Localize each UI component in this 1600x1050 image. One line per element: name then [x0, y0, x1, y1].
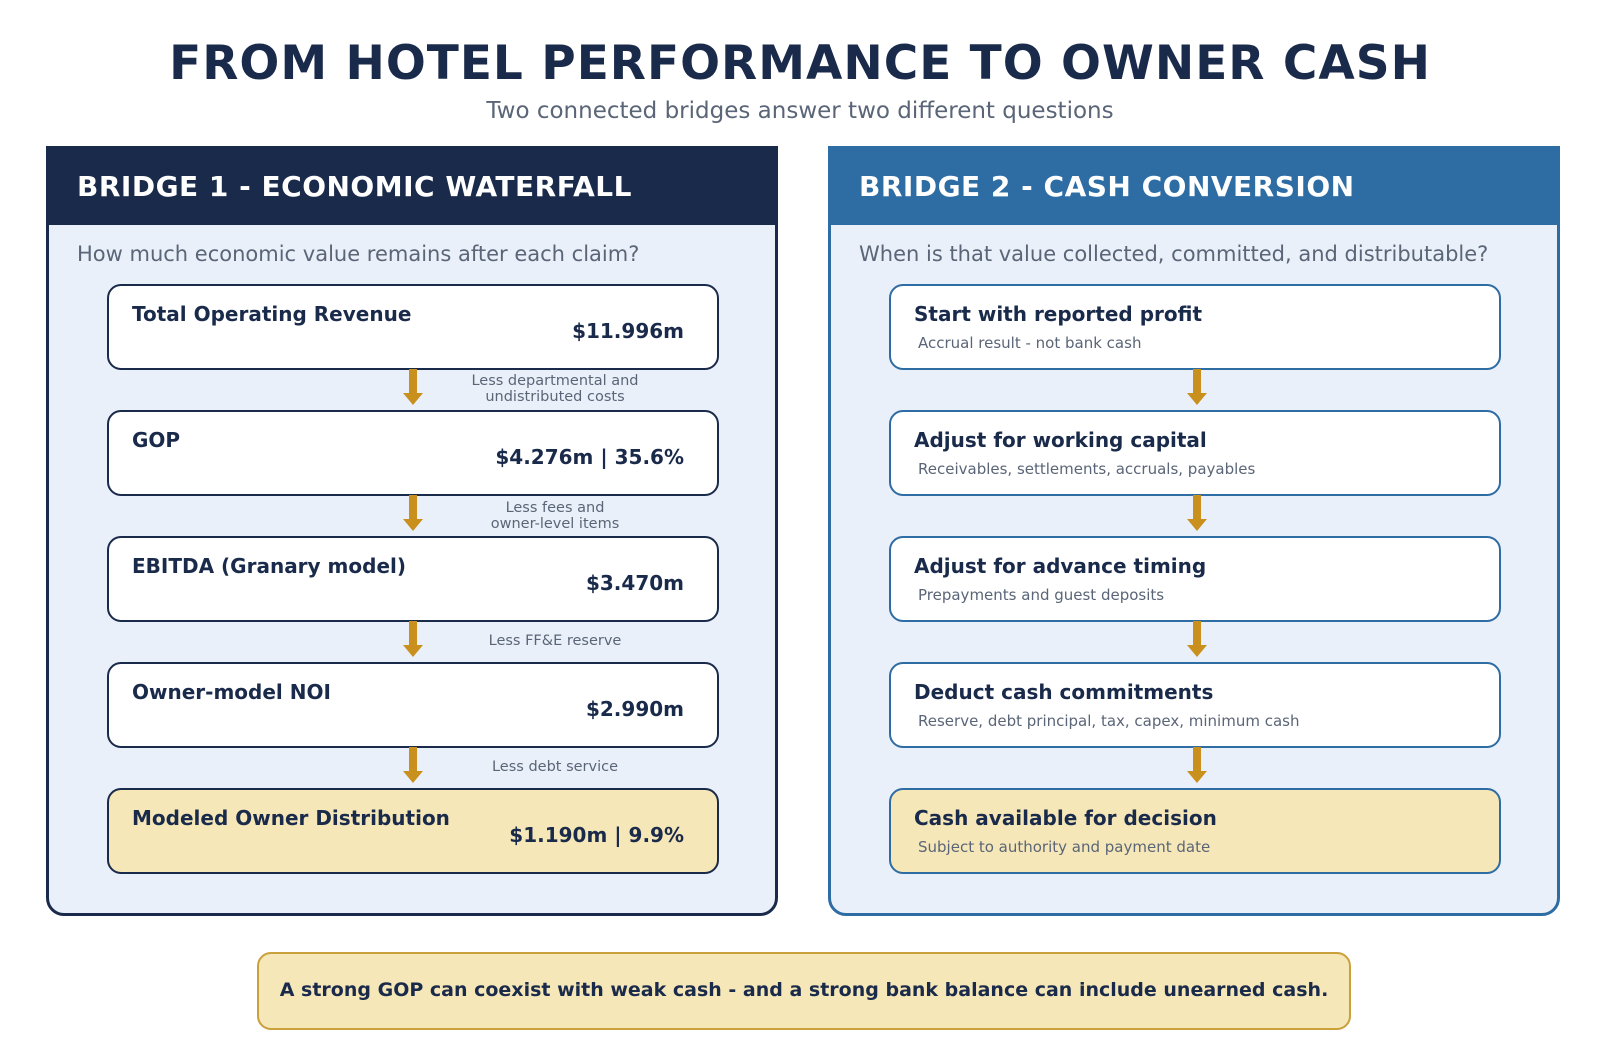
bridge2-step-commitments: Deduct cash commitments Reserve, debt pr… [889, 662, 1501, 748]
step-value: $1.190m | 9.9% [509, 823, 684, 847]
bridge1-step-ebitda: EBITDA (Granary model) $3.470m [107, 536, 719, 622]
bridge2-header: BRIDGE 2 - CASH CONVERSION [831, 149, 1557, 225]
bridge1-step-distribution: Modeled Owner Distribution $1.190m | 9.9… [107, 788, 719, 874]
down-arrow-icon [1187, 369, 1207, 407]
bridge2-step-cash-available: Cash available for decision Subject to a… [889, 788, 1501, 874]
step-label: Total Operating Revenue [132, 302, 412, 326]
bridge2-step-advance-timing: Adjust for advance timing Prepayments an… [889, 536, 1501, 622]
bridge1-panel: BRIDGE 1 - ECONOMIC WATERFALL How much e… [46, 146, 778, 916]
step-label: Modeled Owner Distribution [132, 806, 450, 830]
down-arrow-icon [403, 369, 423, 407]
bridge1-step-noi: Owner-model NOI $2.990m [107, 662, 719, 748]
bridge1-step-revenue: Total Operating Revenue $11.996m [107, 284, 719, 370]
step-value: $2.990m [585, 697, 684, 721]
bridge2-step-working-capital: Adjust for working capital Receivables, … [889, 410, 1501, 496]
page-title: FROM HOTEL PERFORMANCE TO OWNER CASH [169, 36, 1431, 91]
page-subtitle: Two connected bridges answer two differe… [486, 98, 1114, 124]
step-value: $3.470m [585, 571, 684, 595]
transition-note: Less fees and owner-level items [490, 500, 620, 532]
bridge2-step-profit: Start with reported profit Accrual resul… [889, 284, 1501, 370]
transition-note: Less debt service [491, 759, 619, 775]
step-description: Prepayments and guest deposits [918, 586, 1165, 604]
step-label: Cash available for decision [914, 806, 1217, 830]
down-arrow-icon [1187, 495, 1207, 533]
step-label: Adjust for working capital [914, 428, 1207, 452]
step-label: Owner-model NOI [132, 680, 331, 704]
step-label: Deduct cash commitments [914, 680, 1214, 704]
down-arrow-icon [403, 747, 423, 785]
bridge1-question: How much economic value remains after ea… [77, 242, 640, 266]
step-description: Subject to authority and payment date [918, 838, 1211, 856]
transition-note: Less FF&E reserve [488, 633, 622, 649]
step-description: Reserve, debt principal, tax, capex, min… [918, 712, 1300, 730]
bridge1-step-gop: GOP $4.276m | 35.6% [107, 410, 719, 496]
step-label: GOP [132, 428, 181, 452]
step-value: $4.276m | 35.6% [495, 445, 684, 469]
bridge1-header: BRIDGE 1 - ECONOMIC WATERFALL [49, 149, 775, 225]
key-takeaway-callout: A strong GOP can coexist with weak cash … [257, 952, 1351, 1030]
step-label: EBITDA (Granary model) [132, 554, 407, 578]
bridge2-question: When is that value collected, committed,… [859, 242, 1489, 266]
down-arrow-icon [1187, 747, 1207, 785]
step-description: Accrual result - not bank cash [918, 334, 1142, 352]
down-arrow-icon [403, 495, 423, 533]
transition-note: Less departmental and undistributed cost… [471, 373, 639, 405]
step-label: Adjust for advance timing [914, 554, 1207, 578]
down-arrow-icon [403, 621, 423, 659]
step-description: Receivables, settlements, accruals, paya… [918, 460, 1256, 478]
bridge2-panel: BRIDGE 2 - CASH CONVERSION When is that … [828, 146, 1560, 916]
step-value: $11.996m [572, 319, 684, 343]
step-label: Start with reported profit [914, 302, 1202, 326]
down-arrow-icon [1187, 621, 1207, 659]
